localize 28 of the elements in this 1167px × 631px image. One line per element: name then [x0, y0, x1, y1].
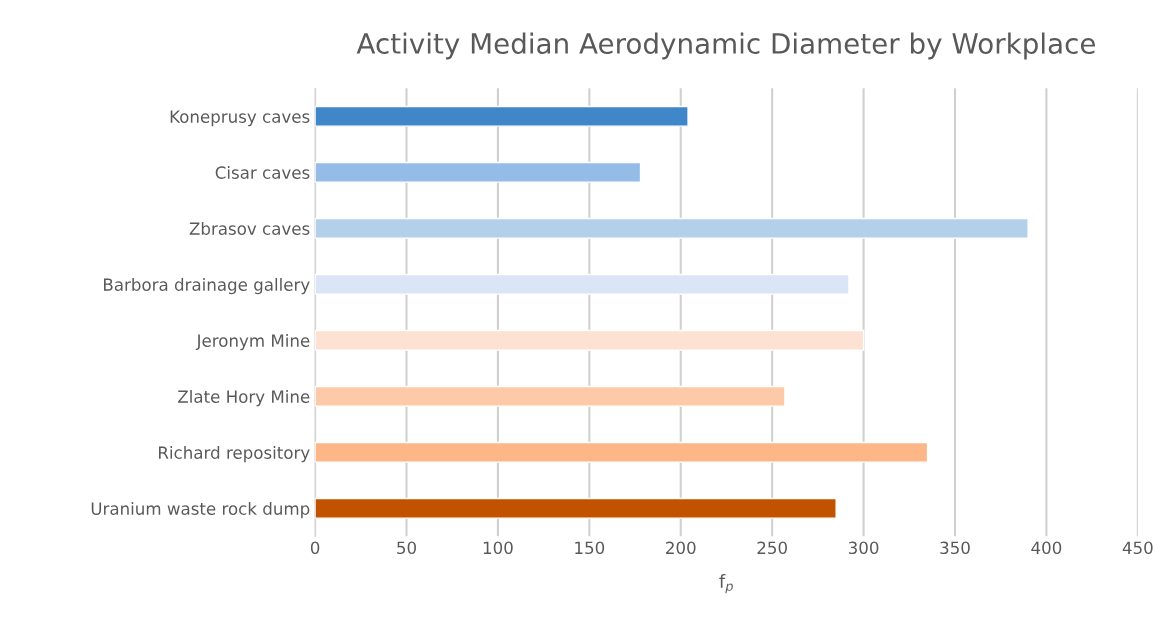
x-tick-label: 400: [1031, 541, 1062, 555]
x-tick-label: 250: [757, 541, 787, 555]
bar: [315, 217, 1029, 239]
x-tick-label: 0: [310, 541, 320, 555]
y-tick-label: Koneprusy caves: [170, 110, 310, 127]
y-tick-label: Barbora drainage gallery: [104, 278, 310, 295]
bar: [315, 105, 689, 127]
x-tick-label: 100: [483, 541, 513, 555]
y-tick-label: Uranium waste rock dump: [91, 502, 310, 519]
x-tick-label: 450: [1122, 541, 1153, 555]
y-tick-label: Richard repository: [159, 446, 310, 463]
x-tick-label: 300: [848, 541, 879, 555]
x-tick-label: 200: [666, 541, 696, 555]
y-tick-label: Jeronym Mine: [195, 334, 310, 351]
y-tick-label: Zbrasov caves: [189, 222, 310, 235]
chart-title: Activity Median Aerodynamic Diameter by Workplace: [356, 32, 1095, 60]
x-tick-label: 350: [940, 541, 970, 555]
bar: [315, 385, 786, 407]
y-tick-label: Zlate Hory Mine: [178, 390, 310, 407]
x-tick-label: 50: [397, 541, 416, 555]
x-tick-label: 150: [575, 541, 605, 555]
bar: [315, 273, 850, 295]
bar: [315, 497, 837, 519]
y-tick-label: Cisar caves: [215, 166, 310, 179]
bar: [315, 441, 929, 463]
bar: [315, 161, 642, 183]
bar: [315, 329, 865, 351]
x-axis-title: f$_{p}$: [719, 574, 733, 594]
